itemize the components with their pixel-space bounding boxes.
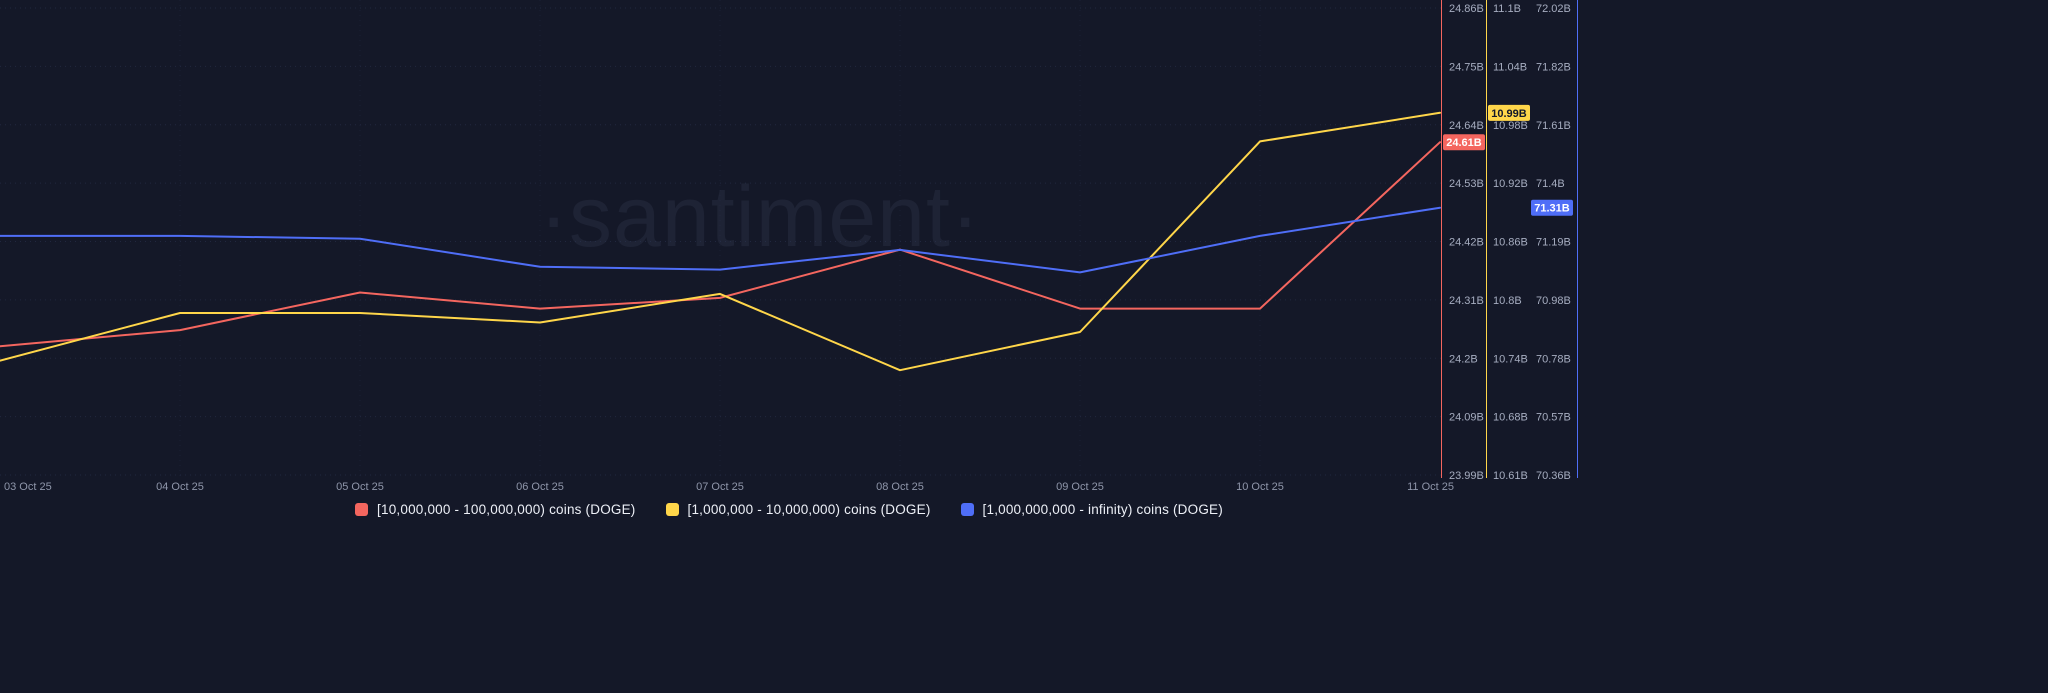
y-tick-label: 24.86B	[1449, 3, 1484, 15]
chart-legend: [10,000,000 - 100,000,000) coins (DOGE) …	[0, 502, 1578, 517]
current-value-label: 71.31B	[1534, 203, 1570, 215]
x-tick-label: 05 Oct 25	[336, 481, 384, 493]
y-tick-label: 24.42B	[1449, 237, 1484, 249]
current-value-badge	[1443, 134, 1485, 151]
y-tick-label: 70.78B	[1536, 353, 1571, 365]
y-axes: 24.86B 24.75B 24.64B 24.53B 24.42B 24.31B 24.2…	[1441, 0, 1578, 482]
legend-swatch-red-icon	[355, 503, 369, 516]
y-tick-label: 24.09B	[1449, 412, 1484, 424]
legend-label: [1,000,000,000 - infinity) coins (DOGE)	[982, 502, 1223, 517]
legend-swatch-yellow-icon	[665, 503, 679, 516]
x-tick-label: 11 Oct 25	[1407, 481, 1454, 493]
y-tick-label: 23.99B	[1449, 470, 1484, 482]
x-axis-labels: 03 Oct 25 04 Oct 25 05 Oct 25 06 Oct 25 07 O…	[4, 481, 1454, 493]
y-tick-label: 70.98B	[1536, 295, 1571, 307]
current-value-badge	[1488, 104, 1530, 121]
x-tick-label: 07 Oct 25	[696, 481, 744, 493]
legend-item-red-series[interactable]: [10,000,000 - 100,000,000) coins (DOGE)	[355, 502, 635, 517]
y-tick-label: 71.4B	[1536, 178, 1565, 190]
y-tick-label: 10.68B	[1493, 412, 1528, 424]
y-tick-label: 10.86B	[1493, 237, 1528, 249]
series-line	[0, 206, 1441, 274]
x-tick-label: 08 Oct 25	[876, 481, 924, 493]
y-tick-label: 10.74B	[1493, 353, 1528, 365]
y-tick-label: 24.2B	[1449, 353, 1478, 365]
y-tick-label: 72.02B	[1536, 3, 1571, 15]
grid-lines	[0, 0, 1441, 478]
y-tick-label: 71.82B	[1536, 61, 1571, 73]
y-tick-label: 71.19B	[1536, 237, 1571, 249]
y-tick-label: 24.64B	[1449, 120, 1484, 132]
x-tick-label: 10 Oct 25	[1236, 481, 1284, 493]
current-value-badge	[1531, 199, 1573, 216]
y-tick-label: 24.75B	[1449, 61, 1484, 73]
y-tick-label: 24.53B	[1449, 178, 1484, 190]
x-tick-label: 03 Oct 25	[4, 481, 52, 493]
legend-item-blue-series[interactable]: [1,000,000,000 - infinity) coins (DOGE)	[960, 502, 1223, 517]
x-tick-label: 04 Oct 25	[156, 481, 204, 493]
y-tick-label: 24.31B	[1449, 295, 1484, 307]
y-tick-label: 70.57B	[1536, 412, 1571, 424]
y-tick-label: 70.36B	[1536, 470, 1571, 482]
legend-item-yellow-series[interactable]: [1,000,000 - 10,000,000) coins (DOGE)	[665, 502, 931, 517]
y-tick-label: 10.8B	[1493, 295, 1522, 307]
current-value-label: 24.61B	[1446, 137, 1482, 149]
line-chart[interactable]: 24.86B 24.75B 24.64B 24.53B 24.42B 24.31B 24.2…	[0, 0, 2048, 545]
y-tick-label: 71.61B	[1536, 120, 1571, 132]
y-tick-label: 10.92B	[1493, 178, 1528, 190]
legend-label: [10,000,000 - 100,000,000) coins (DOGE)	[377, 502, 636, 517]
legend-label: [1,000,000 - 10,000,000) coins (DOGE)	[687, 502, 931, 517]
legend-swatch-blue-icon	[960, 503, 974, 516]
y-tick-label: 10.61B	[1493, 470, 1528, 482]
x-tick-label: 06 Oct 25	[516, 481, 564, 493]
series-line	[0, 111, 1441, 372]
current-value-label: 10.99B	[1491, 108, 1527, 120]
current-value-badges: 24.61B 10.99B 71.31B	[1443, 104, 1573, 216]
y-tick-label: 10.98B	[1493, 120, 1528, 132]
series-lines	[0, 111, 1441, 372]
x-tick-label: 09 Oct 25	[1056, 481, 1104, 493]
y-tick-label: 11.04B	[1493, 61, 1527, 73]
y-tick-label: 11.1B	[1493, 3, 1521, 15]
series-line	[0, 141, 1441, 348]
